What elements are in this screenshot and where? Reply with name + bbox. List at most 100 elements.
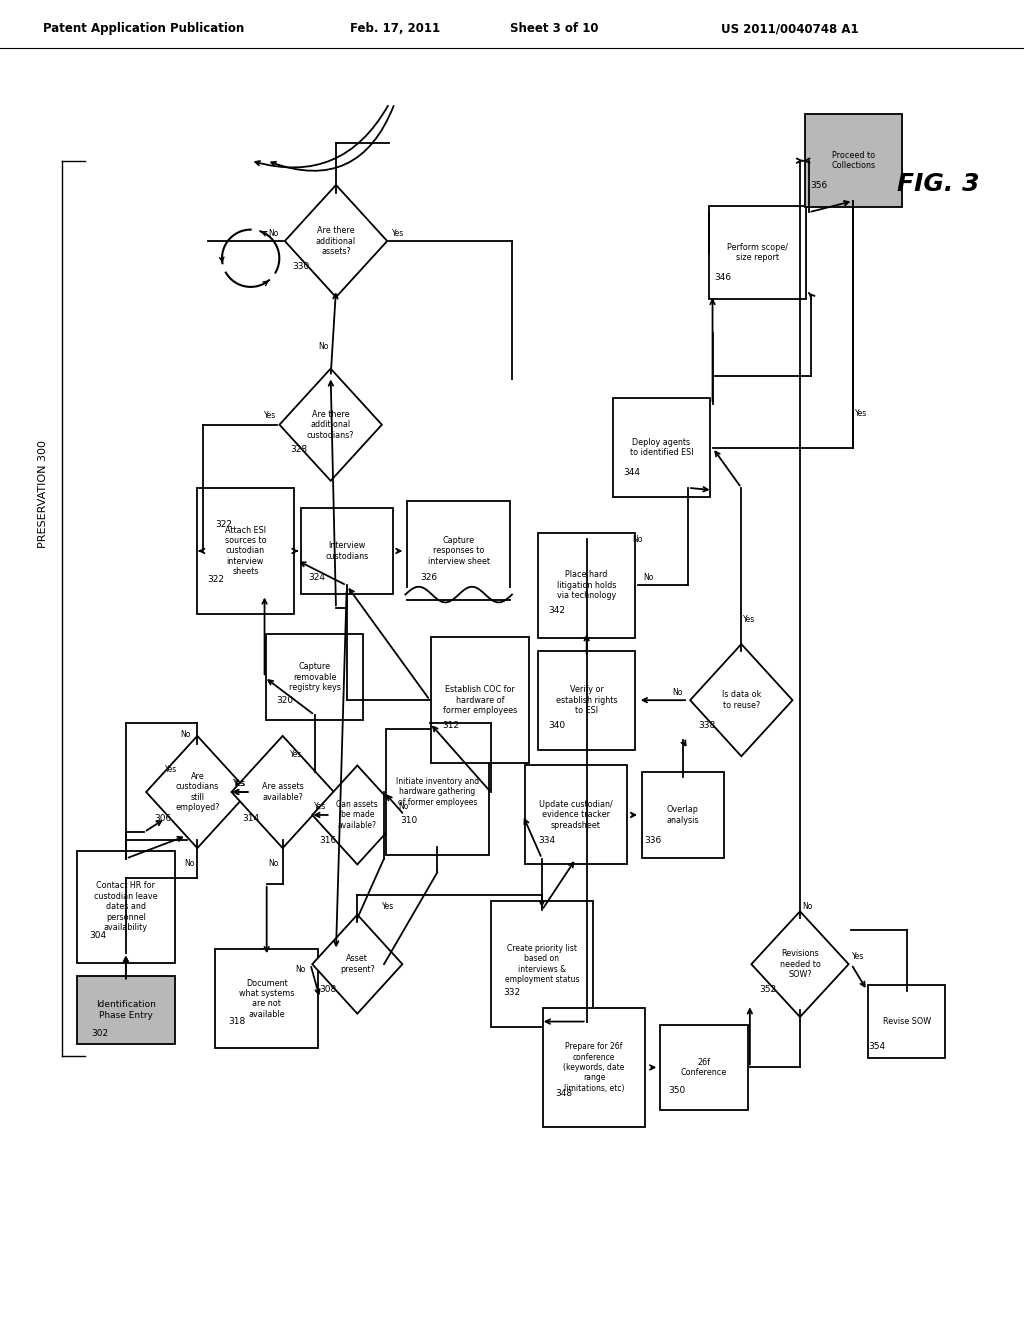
Text: Interview
custodians: Interview custodians [325, 541, 369, 561]
Polygon shape [312, 766, 402, 865]
Text: Identification
Phase Entry: Identification Phase Entry [96, 1001, 156, 1020]
Bar [805, 115, 902, 207]
Text: Establish COC for
hardware of
former employees: Establish COC for hardware of former emp… [442, 685, 517, 715]
Bar [77, 975, 174, 1044]
Text: Revisions
needed to
SOW?: Revisions needed to SOW? [779, 949, 820, 979]
Text: No: No [180, 730, 190, 739]
Text: No: No [398, 803, 409, 812]
Text: Proceed to
Collections: Proceed to Collections [831, 150, 876, 170]
Bar [431, 638, 528, 763]
Text: Yes: Yes [855, 409, 867, 417]
Text: 348: 348 [556, 1089, 572, 1098]
Bar [406, 587, 512, 598]
Text: Deploy agents
to identified ESI: Deploy agents to identified ESI [630, 438, 693, 457]
Text: Revise SOW: Revise SOW [883, 1018, 931, 1026]
Text: 336: 336 [644, 836, 662, 845]
Text: Update custodian/
evidence tracker
spreadsheet: Update custodian/ evidence tracker sprea… [539, 800, 613, 830]
Text: 310: 310 [400, 816, 417, 825]
Text: 340: 340 [548, 721, 565, 730]
Text: 324: 324 [308, 573, 326, 582]
Bar [301, 508, 393, 594]
Bar [77, 850, 174, 962]
Text: Prepare for 26f
conference
(keywords, date
range
limitations, etc): Prepare for 26f conference (keywords, da… [563, 1043, 625, 1093]
Bar [408, 502, 510, 601]
Text: 334: 334 [539, 836, 556, 845]
Text: Yes: Yes [314, 803, 326, 812]
Text: Capture
removable
registry keys: Capture removable registry keys [289, 663, 341, 692]
Text: Are there
additional
custodians?: Are there additional custodians? [307, 409, 354, 440]
Text: 322: 322 [207, 576, 224, 585]
Bar [538, 651, 635, 750]
Text: 318: 318 [228, 1018, 246, 1026]
Bar [215, 949, 317, 1048]
Text: Yes: Yes [852, 952, 863, 961]
Text: Is data ok
to reuse?: Is data ok to reuse? [722, 690, 761, 710]
Text: US 2011/0040748 A1: US 2011/0040748 A1 [721, 22, 858, 36]
Text: Attach ESI
sources to
custodian
interview
sheets: Attach ESI sources to custodian intervie… [224, 525, 266, 577]
Text: 326: 326 [420, 573, 437, 582]
Text: Yes: Yes [233, 780, 246, 788]
Polygon shape [752, 911, 849, 1016]
Text: Yes: Yes [392, 228, 404, 238]
Text: Overlap
analysis: Overlap analysis [667, 805, 699, 825]
Text: No: No [633, 535, 643, 544]
Text: Create priority list
based on
interviews &
employment status: Create priority list based on interviews… [505, 944, 580, 985]
Polygon shape [231, 737, 334, 847]
Text: Are
custodians
still
employed?: Are custodians still employed? [175, 772, 219, 812]
Text: 352: 352 [760, 985, 776, 994]
Text: Are there
additional
assets?: Are there additional assets? [316, 226, 356, 256]
Text: No: No [672, 688, 683, 697]
Text: 306: 306 [155, 814, 172, 822]
Bar [538, 532, 635, 638]
Text: Are assets
available?: Are assets available? [262, 783, 303, 801]
Text: 330: 330 [292, 261, 309, 271]
Bar [490, 902, 593, 1027]
Bar [386, 729, 488, 855]
Text: 344: 344 [623, 469, 640, 478]
Text: 316: 316 [318, 836, 336, 845]
Text: 312: 312 [442, 721, 460, 730]
Polygon shape [280, 368, 382, 480]
Text: 354: 354 [868, 1043, 886, 1051]
Text: Document
what systems
are not
available: Document what systems are not available [239, 978, 294, 1019]
Polygon shape [690, 644, 793, 756]
Bar [543, 1008, 645, 1127]
Text: 350: 350 [669, 1086, 686, 1094]
Text: No: No [268, 859, 279, 867]
Text: No: No [802, 903, 813, 911]
Text: 346: 346 [715, 273, 732, 282]
Polygon shape [146, 737, 249, 847]
Text: FIG. 3: FIG. 3 [897, 172, 980, 195]
Text: No: No [296, 965, 306, 974]
Text: 302: 302 [92, 1028, 109, 1038]
Text: No: No [184, 859, 195, 867]
Text: 322: 322 [215, 520, 232, 529]
Text: Sheet 3 of 10: Sheet 3 of 10 [510, 22, 599, 36]
Bar [197, 488, 294, 614]
Text: Feb. 17, 2011: Feb. 17, 2011 [349, 22, 439, 36]
Text: Yes: Yes [264, 411, 276, 420]
Text: 308: 308 [318, 985, 336, 994]
Text: 328: 328 [290, 445, 307, 454]
Bar [266, 635, 364, 721]
Text: Yes: Yes [232, 780, 245, 788]
Text: Contact HR for
custodian leave
dates and
personnel
availability: Contact HR for custodian leave dates and… [94, 882, 158, 932]
Text: 304: 304 [89, 931, 106, 940]
Text: Asset
present?: Asset present? [340, 954, 375, 974]
Text: Verify or
establish rights
to ESI: Verify or establish rights to ESI [556, 685, 617, 715]
Text: No: No [268, 228, 279, 238]
Text: Yes: Yes [382, 903, 394, 911]
Text: Yes: Yes [291, 750, 303, 759]
Text: Place hard
litigation holds
via technology: Place hard litigation holds via technolo… [557, 570, 616, 601]
Text: 338: 338 [698, 721, 716, 730]
Bar [612, 399, 710, 498]
Text: Yes: Yes [742, 615, 755, 624]
Bar [868, 985, 945, 1057]
Polygon shape [285, 185, 387, 297]
Bar [660, 1024, 748, 1110]
Text: Patent Application Publication: Patent Application Publication [43, 22, 244, 36]
Text: Perform scope/
size report: Perform scope/ size report [727, 243, 787, 263]
Text: 342: 342 [548, 606, 565, 615]
Text: 26f
Conference: 26f Conference [681, 1057, 727, 1077]
Polygon shape [312, 915, 402, 1014]
